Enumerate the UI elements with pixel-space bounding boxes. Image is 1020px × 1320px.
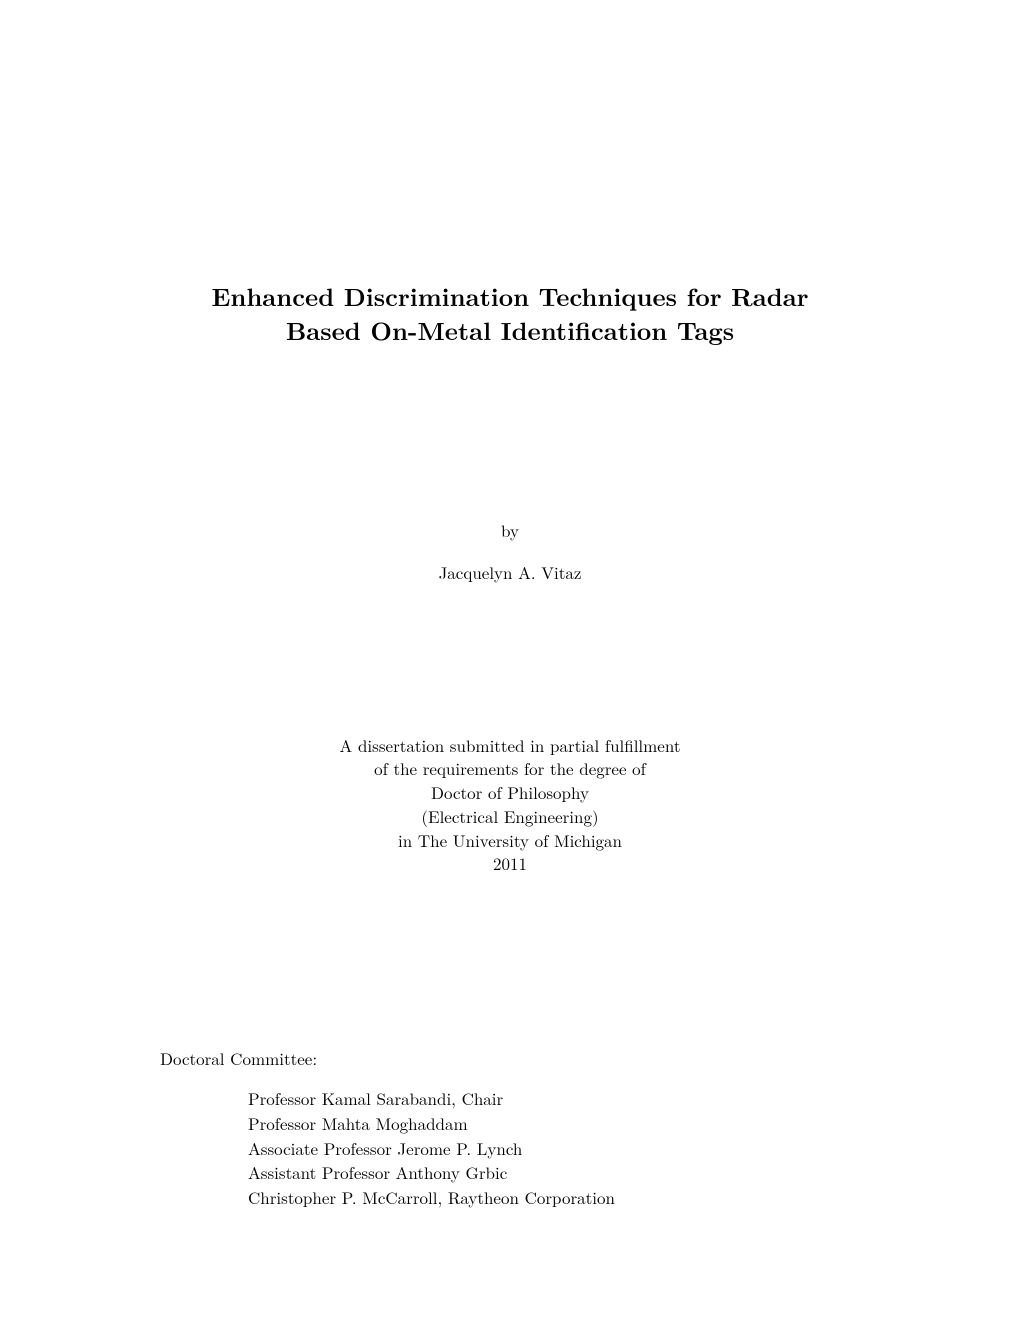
title-page: Enhanced Discrimination Techniques for R… — [0, 0, 1020, 1320]
submission-line: (Electrical Engineering) — [160, 805, 860, 829]
submission-line: in The University of Michigan — [160, 829, 860, 853]
committee-member: Assistant Professor Anthony Grbic — [248, 1160, 860, 1185]
committee-member: Professor Mahta Moghaddam — [248, 1111, 860, 1136]
submission-line: A dissertation submitted in partial fulf… — [160, 734, 860, 758]
title-line-2: Based On-Metal Identification Tags — [286, 313, 734, 348]
title-line-1: Enhanced Discrimination Techniques for R… — [211, 279, 808, 314]
committee-member: Professor Kamal Sarabandi, Chair — [248, 1086, 860, 1111]
by-label: by — [160, 518, 860, 542]
committee-member: Christopher P. McCarroll, Raytheon Corpo… — [248, 1185, 860, 1210]
submission-line: 2011 — [160, 852, 860, 876]
committee-section: Doctoral Committee: Professor Kamal Sara… — [160, 1046, 860, 1209]
author-name: Jacquelyn A. Vitaz — [160, 560, 860, 584]
submission-line: of the requirements for the degree of — [160, 757, 860, 781]
dissertation-title: Enhanced Discrimination Techniques for R… — [160, 280, 860, 348]
committee-member: Associate Professor Jerome P. Lynch — [248, 1136, 860, 1161]
committee-list: Professor Kamal Sarabandi, Chair Profess… — [160, 1086, 860, 1209]
submission-line: Doctor of Philosophy — [160, 781, 860, 805]
submission-statement: A dissertation submitted in partial fulf… — [160, 734, 860, 877]
committee-label: Doctoral Committee: — [160, 1046, 860, 1070]
